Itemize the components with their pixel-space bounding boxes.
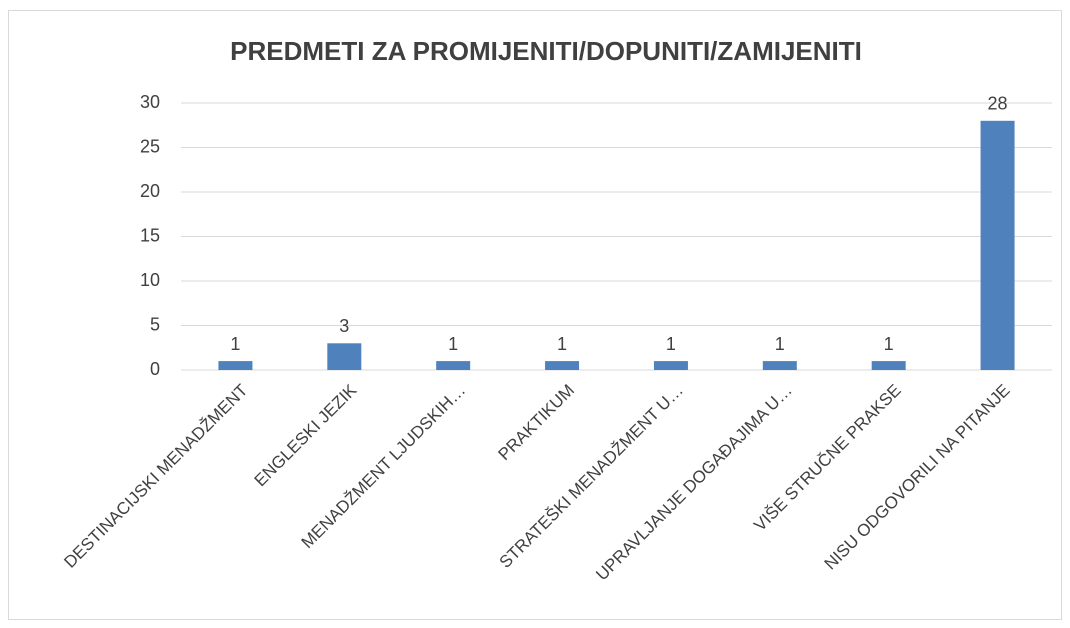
data-label: 28: [988, 94, 1008, 114]
y-tick-label: 30: [140, 92, 160, 112]
bar: [762, 361, 797, 370]
bar: [327, 343, 362, 370]
data-label: 1: [230, 334, 240, 354]
data-label: 3: [339, 316, 349, 336]
bar: [871, 361, 906, 370]
chart-frame: [8, 10, 1062, 620]
bar: [653, 361, 688, 370]
data-label: 1: [666, 334, 676, 354]
bar: [436, 361, 471, 370]
y-tick-label: 20: [140, 181, 160, 201]
data-label: 1: [448, 334, 458, 354]
y-tick-label: 15: [140, 225, 160, 245]
y-tick-label: 5: [150, 314, 160, 334]
data-label: 1: [884, 334, 894, 354]
chart-title: PREDMETI ZA PROMIJENITI/DOPUNITI/ZAMIJEN…: [230, 36, 862, 66]
bar: [218, 361, 253, 370]
bar: [545, 361, 580, 370]
y-tick-label: 10: [140, 270, 160, 290]
bar: [980, 120, 1015, 370]
data-label: 1: [775, 334, 785, 354]
y-tick-label: 25: [140, 136, 160, 156]
y-tick-label: 0: [150, 359, 160, 379]
data-label: 1: [557, 334, 567, 354]
